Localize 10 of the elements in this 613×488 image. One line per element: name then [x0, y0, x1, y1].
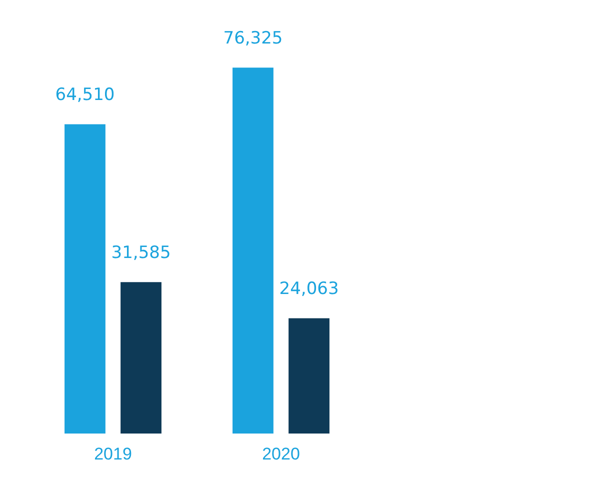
data-label: 31,585 — [111, 243, 171, 264]
x-tick-label: 2019 — [94, 444, 132, 464]
bar — [120, 282, 162, 434]
data-label: 76,325 — [223, 28, 283, 49]
bar — [288, 318, 330, 434]
data-label: 64,510 — [55, 85, 115, 106]
bar — [232, 68, 274, 434]
bar — [64, 124, 106, 434]
x-tick-label: 2020 — [262, 444, 300, 464]
data-label: 24,063 — [279, 279, 339, 300]
